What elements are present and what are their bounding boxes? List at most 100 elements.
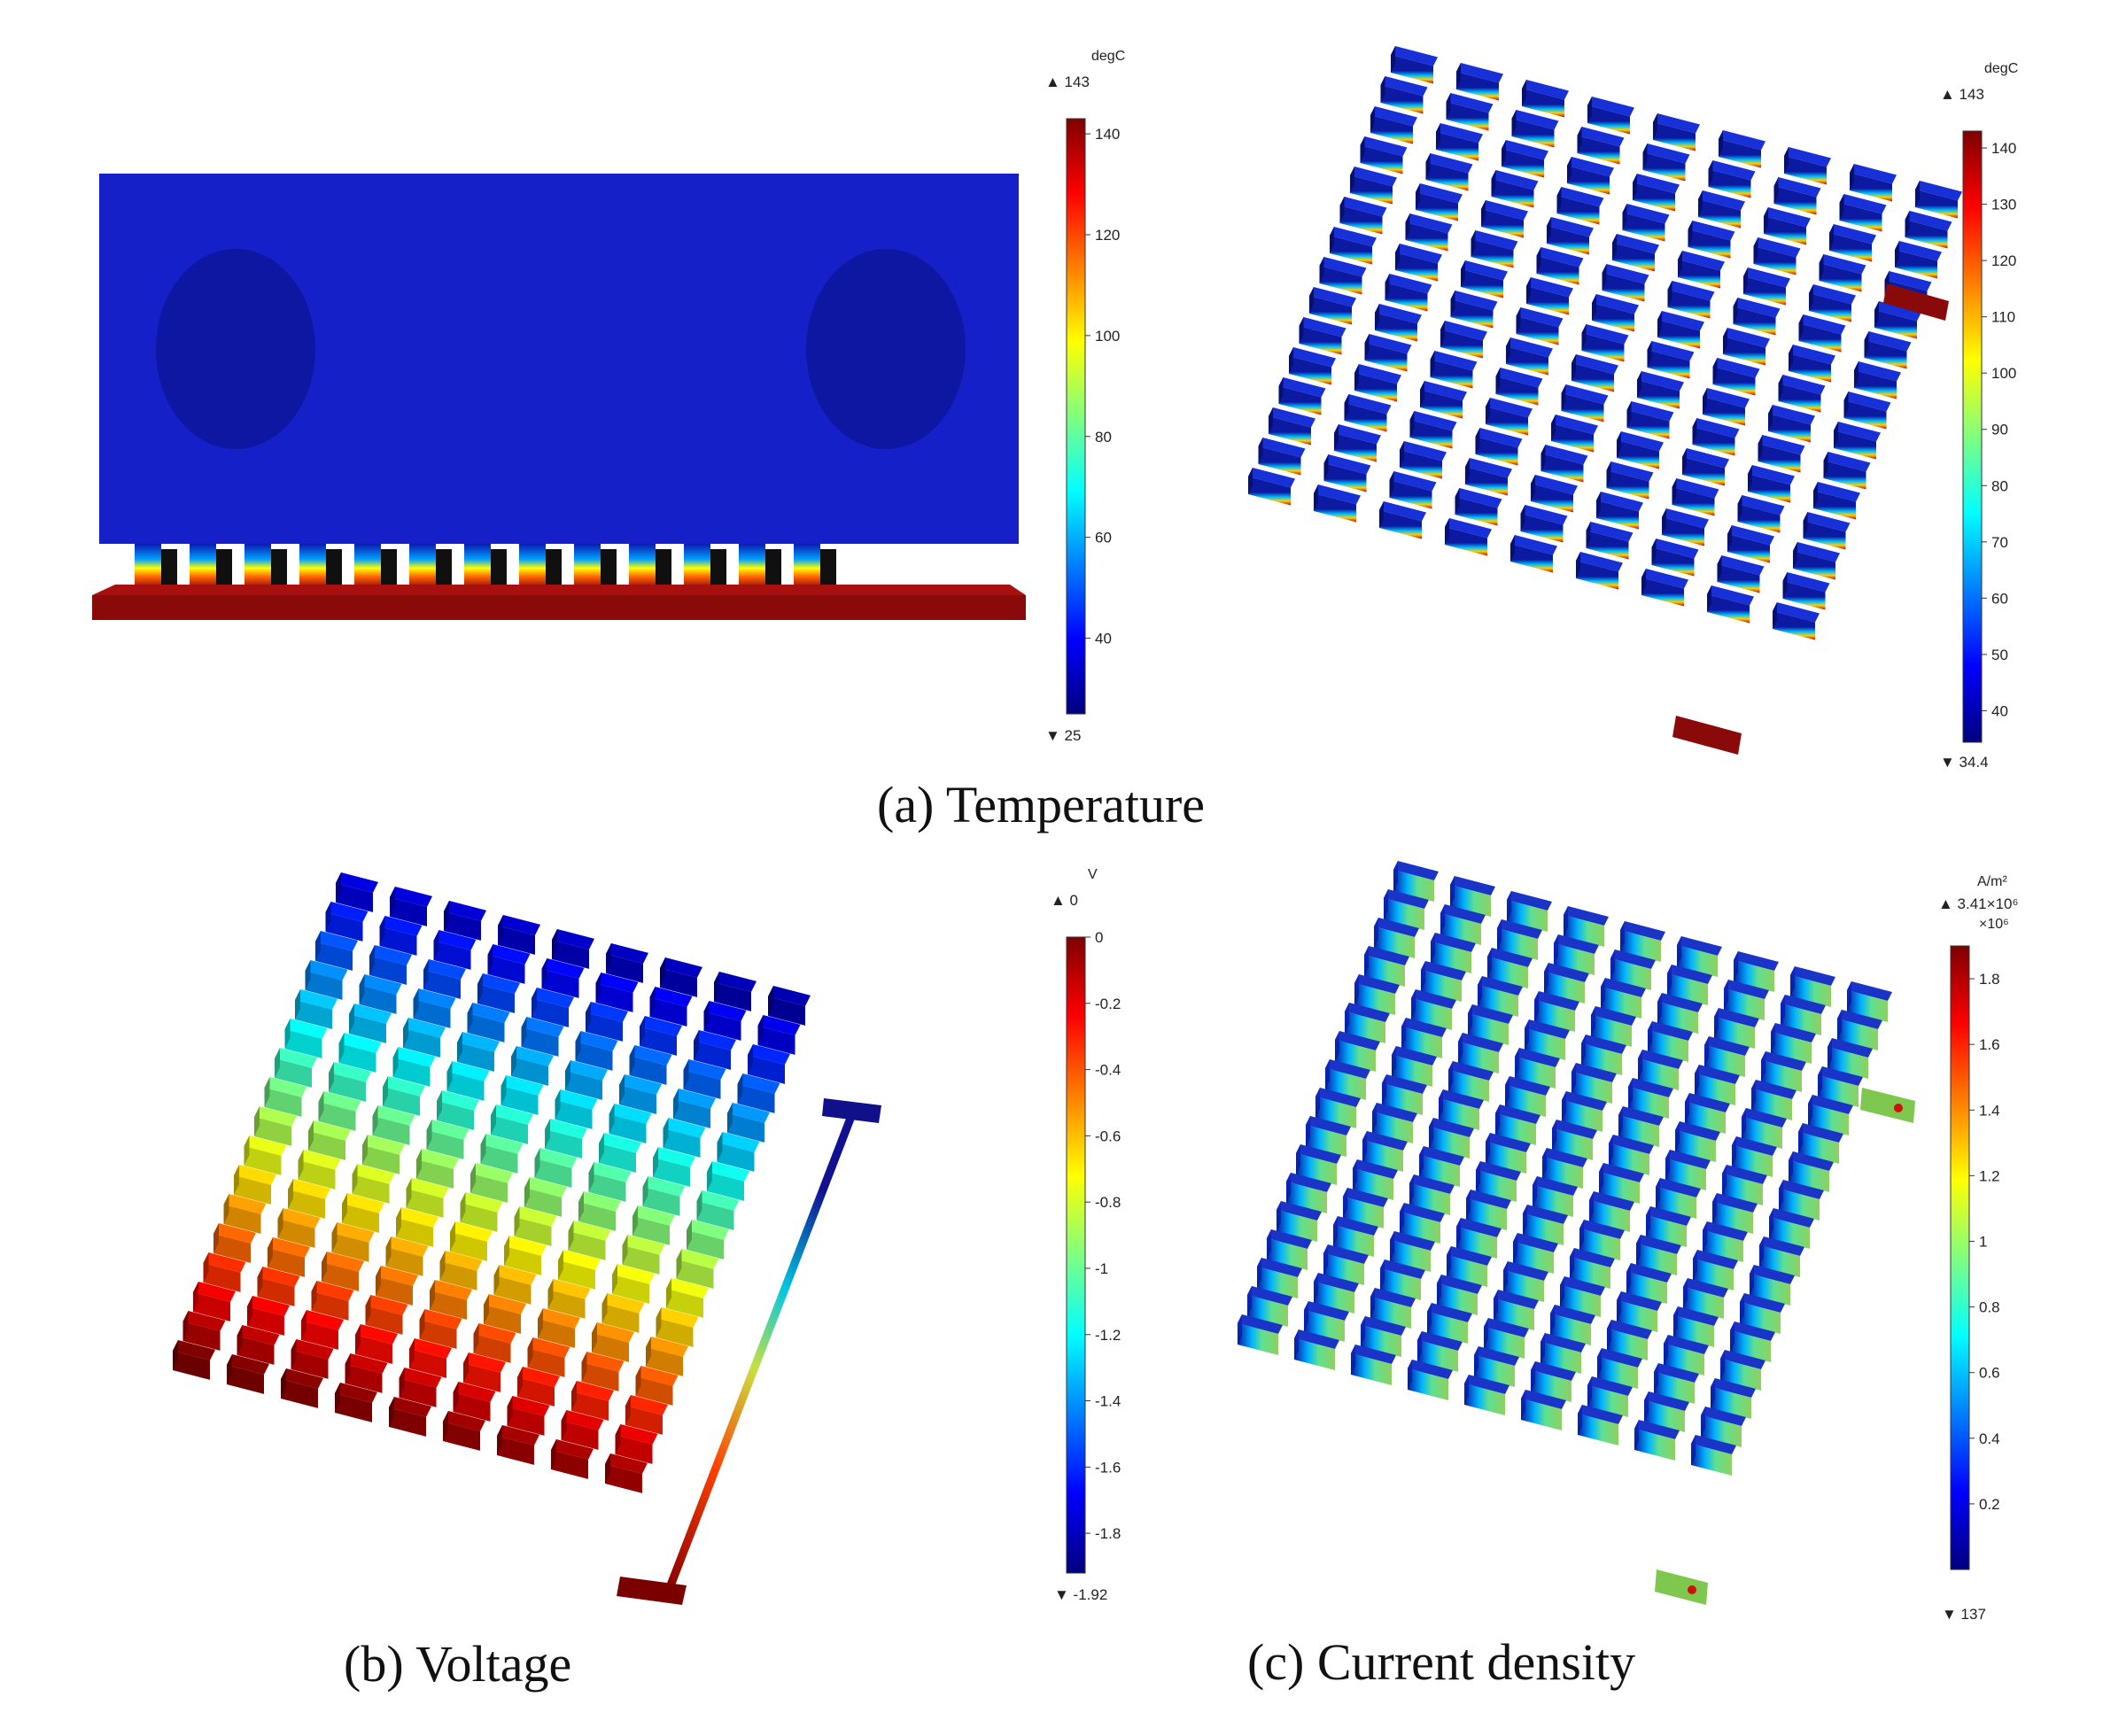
legend-tick-label: 140 [1991,140,2016,157]
thermoelement-block [1606,461,1654,500]
thermoelement-block [416,1149,459,1189]
thermoelement-block [601,1293,645,1333]
legend-tick-label: 0.2 [1979,1496,2000,1513]
thermoelement-block [369,945,412,985]
thermoelement-block [595,973,639,1012]
thermoelement-block [527,1337,570,1377]
thermoelement-block [268,1237,310,1277]
thermoelement-block [1409,411,1457,449]
thermoelement-block [365,1295,408,1335]
thermoelement-block [426,1120,469,1159]
thermoelement-block [1391,46,1438,84]
thermoelement-block [1511,110,1559,148]
thermoelement-block [1798,314,1846,353]
thermoelement-block [1612,234,1659,272]
thermoelement-block [1464,1375,1509,1415]
legend-multiplier: ×10⁶ [1979,917,2009,932]
legend-max-label: ▲ 143 [1940,86,1984,103]
thermoelement-block [1581,324,1629,362]
thermoelement-block [446,1061,490,1101]
thermoelement-block [612,1264,655,1304]
thermoelement-block [524,1177,567,1217]
legend-tick-label: -1.2 [1095,1327,1121,1344]
thermoelement-block [1319,257,1367,295]
thermoelement-block [717,1132,760,1172]
thermoelement-block [551,1439,594,1479]
thermoelement-block [676,1249,719,1289]
thermoelement-block [477,973,520,1013]
thermoelement-block [213,1223,256,1263]
legend-tick-label: 60 [1095,530,1112,546]
thermoelement-block [588,1162,632,1202]
fin [684,544,710,588]
thermoelement-block [1531,475,1578,513]
thermoelement-block [1764,207,1811,245]
thermoelement-block [1864,331,1912,369]
thermoelement-block [385,1236,429,1276]
thermoelement-block [284,1019,328,1058]
thermoelement-block [1389,471,1437,509]
thermoelement-block [1526,277,1573,315]
thermoelement-block [305,960,348,1000]
thermoelement-block [1323,454,1371,492]
legend-tick-label: 1 [1979,1233,1987,1250]
terminal-bottom [1672,716,1742,755]
thermoelement-block [1502,140,1548,178]
thermoelement-block [694,1030,736,1070]
thermoelement-block [1819,254,1866,292]
thermoelement-block [571,1381,614,1421]
thermoelement-block [1809,284,1856,322]
thermoelement-block [450,1221,493,1261]
thermoelement-block [507,1396,550,1436]
thermoelement-block [480,1134,524,1174]
thermoelement-block [1547,217,1594,255]
thermoelement-block [1330,227,1377,265]
fin [244,544,271,588]
thermoelement-block [389,1397,431,1437]
voltage-module-view [173,872,881,1605]
legend-min-label: ▼ -1.92 [1054,1586,1107,1603]
thermoelement-block [1475,428,1523,466]
cd-bottom-terminal [1655,1569,1708,1605]
thermoelement-block [237,1325,280,1365]
thermoelement-block [592,1322,634,1362]
thermoelement-block [359,974,402,1014]
fin-gap [765,549,781,588]
thermoelement-block [1712,358,1760,396]
thermoelement-block [1450,291,1498,329]
thermoelement-block [383,1076,425,1116]
thermoelement-block [487,944,531,984]
legend-max-label: ▲ 0 [1051,892,1078,909]
colorbar [1066,118,1086,715]
thermoelement-block [1531,1361,1576,1402]
thermoelement-block [1657,311,1704,349]
thermoelement-block [460,1192,503,1232]
thermoelement-block [419,1309,462,1349]
thermoelement-block [642,1176,686,1216]
cd-top-hotspot [1894,1104,1903,1112]
thermoelement-block [493,1265,537,1305]
thermoelement-block [433,930,477,970]
thermoelement-block [1495,368,1543,406]
thermoelement-block [609,1104,652,1143]
voltage-top-terminal [822,1098,881,1123]
thermoelement-block [1665,1150,1711,1190]
thermoelement-block [352,1164,395,1204]
thermoelement-block [653,1147,695,1187]
legend-unit: A/m² [1977,874,2007,889]
thermoelement-block [532,988,574,1027]
thermoelement-block [501,1075,544,1115]
legend-tick-label: -0.6 [1095,1128,1121,1144]
fin-gap [656,549,671,588]
thermoelement-block [1633,174,1680,212]
thermoelement-block [1642,143,1690,182]
thermoelement-block [687,1220,729,1259]
thermoelement-block [498,915,540,955]
thermoelement-block [586,1002,628,1042]
voltage-legend: V ▲ 0 0 -0.2 -0.4 -0.6 -0.8 -1 -1.2 -1.4 -1.6 -1.… [1051,867,1121,1603]
thermoelement-block [1758,435,1805,473]
thermoelement-block [264,1077,307,1117]
thermoelement-block [1364,334,1412,372]
caption-current-density: (c) Current density [1247,1633,1635,1691]
